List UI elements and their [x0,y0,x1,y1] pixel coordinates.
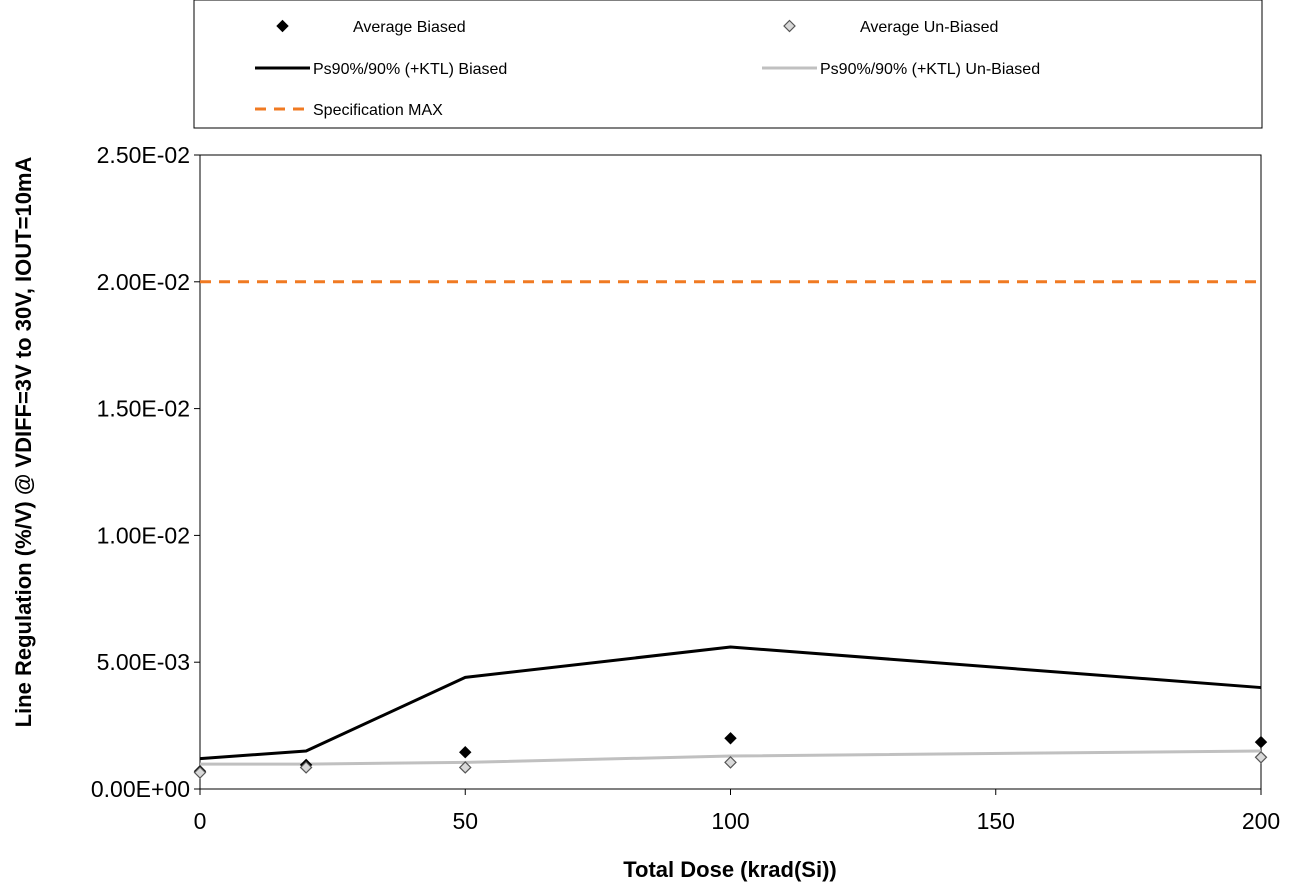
data-point [1254,750,1268,764]
y-axis-title: Line Regulation (%/V) @ VDIFF=3V to 30V,… [11,157,36,728]
x-axis-title: Total Dose (krad(Si)) [623,857,837,882]
data-point [299,761,313,774]
y-tick-label: 2.50E-02 [97,142,190,168]
legend-entry-average-un-biased: Average Un-Biased [783,19,998,36]
x-axis: 0 50 100 150 200 [194,789,1280,834]
legend-entry-ps90-90-ktl-biased: Ps90%/90% (+KTL) Biased [255,61,507,78]
legend-label: Average Un-Biased [860,19,998,36]
legend-entry-specification-max: Specification MAX [255,102,443,119]
y-axis: 0.00E+00 5.00E-03 1.00E-02 1.50E-02 2.00E-02… [91,142,200,802]
legend-label: Specification MAX [313,102,443,119]
series-average-biased [193,732,1268,778]
series-layer [193,280,1268,779]
plot-area: 0.00E+00 5.00E-03 1.00E-02 1.50E-02 2.00E-02… [91,142,1280,834]
y-tick-label: 1.00E-02 [97,522,190,548]
data-point [724,756,737,769]
x-tick-label: 200 [1242,808,1280,834]
data-point [459,746,472,759]
x-tick-label: 0 [194,808,207,834]
x-tick-label: 50 [452,808,478,834]
y-tick-label: 0.00E+00 [91,776,190,802]
legend-box [193,0,1263,129]
x-tick-label: 100 [711,808,749,834]
y-tick-label: 1.50E-02 [97,396,190,422]
legend-label: Ps90%/90% (+KTL) Biased [313,61,507,78]
legend-swatch [276,19,289,33]
y-tick-label: 5.00E-03 [97,649,190,675]
plot-frame [199,154,1262,790]
legend-label: Ps90%/90% (+KTL) Un-Biased [820,61,1040,78]
legend-entry-ps90-90-ktl-un-biased: Ps90%/90% (+KTL) Un-Biased [762,61,1040,78]
y-tick-label: 2.00E-02 [97,269,190,295]
data-point [193,766,207,779]
legend-entry-average-biased: Average Biased [276,19,466,36]
legend-items: Average Biased Average Un-Biased Ps90%/90%… [255,19,1040,119]
legend-swatch [783,19,796,33]
data-point [724,732,737,745]
series-average-un-biased [193,750,1268,779]
data-point [458,761,472,774]
x-tick-label: 150 [977,808,1015,834]
series-ps90-90-ktl-biased [199,645,1262,761]
legend-label: Average Biased [353,19,466,36]
legend: Average Biased Average Un-Biased Ps90%/90%… [193,0,1263,129]
data-point [1254,735,1268,749]
series-line-ps90-90-ktl-biased [199,645,1262,761]
